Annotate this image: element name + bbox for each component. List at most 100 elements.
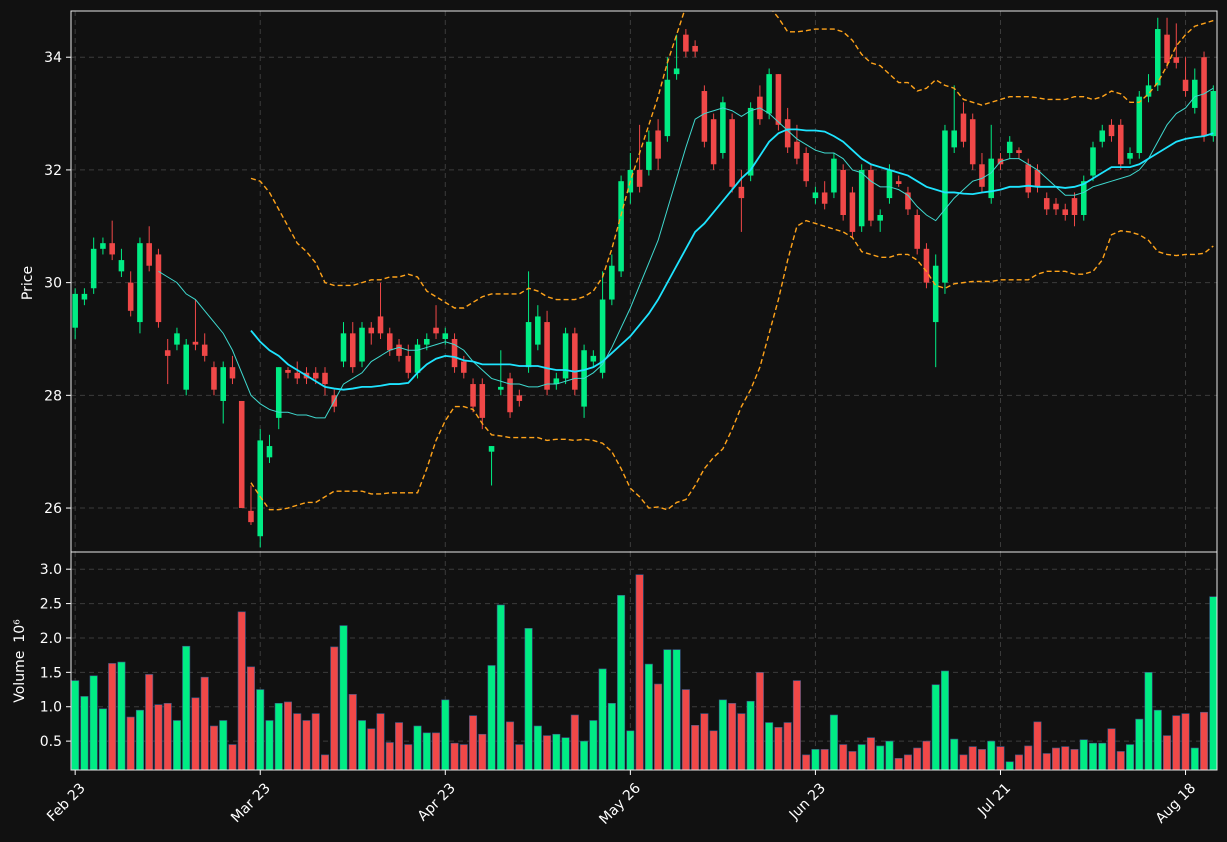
volume-bar	[228, 744, 237, 770]
candle-body	[1043, 198, 1050, 210]
volume-bar	[1153, 709, 1162, 770]
candle-body	[498, 386, 504, 390]
candle-body	[868, 169, 874, 221]
candle-body	[201, 344, 208, 356]
y-axis-label: Price	[20, 266, 36, 300]
volume-bar	[987, 740, 996, 770]
volume-bar	[654, 683, 663, 770]
candle-body	[914, 215, 920, 249]
candle-body	[562, 333, 569, 379]
volume-bar	[894, 758, 903, 770]
volume-bar	[885, 740, 894, 770]
volume-bar	[589, 720, 598, 770]
candle-body	[905, 192, 911, 210]
candle-body	[738, 186, 745, 199]
volume-bar	[607, 702, 616, 770]
volume-bar	[1014, 754, 1023, 770]
volume-bar	[358, 720, 367, 770]
volume-bar	[644, 663, 653, 770]
candle-body	[285, 369, 291, 373]
volume-bar	[422, 732, 431, 770]
volume-bar	[903, 754, 912, 770]
volume-bar	[626, 730, 635, 770]
volume-bar	[959, 754, 968, 770]
y-tick-label: 2.5	[40, 597, 62, 613]
overlay-line	[158, 87, 1214, 419]
candle-body	[211, 367, 217, 390]
volume-bar	[774, 727, 783, 770]
candle-body	[349, 333, 356, 368]
volume-bar	[256, 689, 265, 770]
candle-body	[849, 192, 856, 232]
volume-bar	[700, 713, 709, 770]
volume-bar	[432, 732, 441, 770]
volume-bar	[1144, 672, 1153, 770]
candle-body	[1034, 169, 1041, 187]
candle-body	[572, 333, 578, 390]
volume-bar	[913, 747, 922, 770]
volume-bar	[441, 699, 450, 770]
candle-body	[886, 169, 893, 199]
volume-bar	[718, 699, 727, 770]
volume-bar	[950, 738, 959, 770]
volume-bar	[1024, 745, 1033, 770]
volume-bar	[154, 704, 163, 770]
candle-body	[1127, 153, 1133, 159]
volume-bar	[977, 749, 986, 770]
volume-bar	[237, 611, 246, 770]
candle-body	[1201, 57, 1207, 137]
volume-bar	[191, 697, 200, 770]
candle-body	[424, 338, 430, 345]
candle-body	[359, 327, 365, 362]
volume-bar	[1042, 753, 1051, 770]
volume-bar	[339, 625, 348, 770]
volume-bar	[533, 725, 542, 770]
candle-body	[109, 243, 115, 255]
volume-bar	[848, 751, 857, 770]
y-tick-label: 30	[44, 276, 62, 292]
candle-body	[1062, 209, 1069, 216]
overlay-line	[250, 128, 1214, 391]
volume-bar	[487, 665, 496, 770]
volume-bar	[404, 744, 413, 770]
y-tick-label: 32	[44, 163, 62, 179]
volume-bar	[126, 716, 135, 770]
candle-body	[701, 91, 708, 142]
candle-body	[1182, 79, 1189, 92]
volume-bar	[145, 674, 154, 770]
volume-bar	[1126, 744, 1135, 770]
candle-body	[636, 169, 643, 187]
volume-bar	[311, 713, 320, 770]
candle-body	[673, 68, 680, 75]
volume-bar	[246, 666, 255, 770]
candle-body	[1117, 124, 1124, 165]
candle-body	[1016, 150, 1022, 154]
candle-body	[396, 344, 402, 356]
volume-bar	[71, 680, 80, 770]
y-tick-label: 1.0	[40, 700, 62, 716]
candle-body	[183, 344, 189, 390]
candle-body	[932, 265, 939, 323]
volume-bar	[274, 702, 283, 770]
candle-body	[923, 248, 930, 283]
candle-body	[525, 322, 532, 368]
volume-bar	[811, 749, 820, 770]
volume-bar	[681, 689, 690, 770]
volume-bar	[135, 709, 144, 770]
overlay-line	[250, 11, 1214, 309]
candle-body	[312, 372, 319, 379]
candle-body	[340, 333, 347, 362]
volume-bar	[635, 574, 644, 770]
volume-bar	[968, 746, 977, 770]
candle-body	[803, 153, 809, 182]
candle-body	[683, 34, 689, 52]
volume-bar	[524, 628, 533, 770]
volume-bar	[922, 740, 931, 770]
candle-body	[720, 102, 726, 154]
candle-body	[368, 327, 375, 334]
volume-bar	[98, 708, 107, 770]
candle-body	[692, 45, 698, 52]
candle-body	[470, 384, 476, 407]
candle-body	[377, 316, 384, 334]
y-tick-label: 2.0	[40, 631, 62, 647]
